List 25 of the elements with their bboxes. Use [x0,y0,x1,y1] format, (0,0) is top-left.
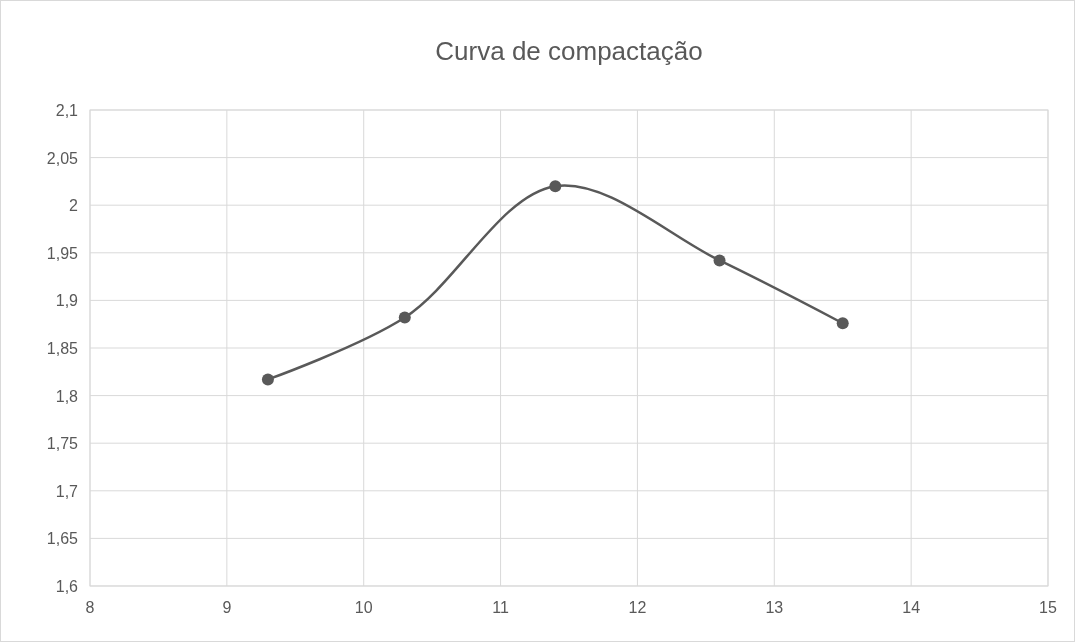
x-tick-label: 11 [492,599,509,616]
point [261,373,274,386]
y-tick-label: 2 [69,197,79,215]
point [398,311,411,324]
x-tick-label: 8 [85,599,95,616]
chart-title: Curva de compactação [435,36,703,66]
x-tick-label: 9 [222,599,232,616]
y-tick-label: 1,9 [55,292,79,310]
y-tick-label: 1,75 [46,435,79,453]
point [713,254,726,267]
y-tick-label: 1,6 [55,578,79,595]
x-tick-label: 15 [1039,599,1057,616]
y-tick-label: 2,1 [55,102,79,119]
x-tick-label: 13 [765,599,784,616]
y-tick-label: 1,65 [46,530,79,548]
y-tick-label: 1,8 [55,387,79,405]
point [549,180,562,193]
y-tick-label: 1,7 [55,482,79,500]
x-tick-label: 12 [628,599,647,616]
x-tick-label: 14 [902,599,921,616]
y-tick-label: 2,05 [46,149,79,167]
point [836,317,849,330]
x-tick-label: 10 [354,599,373,616]
y-tick-label: 1,95 [46,244,79,262]
y-tick-label: 1,85 [46,340,79,357]
